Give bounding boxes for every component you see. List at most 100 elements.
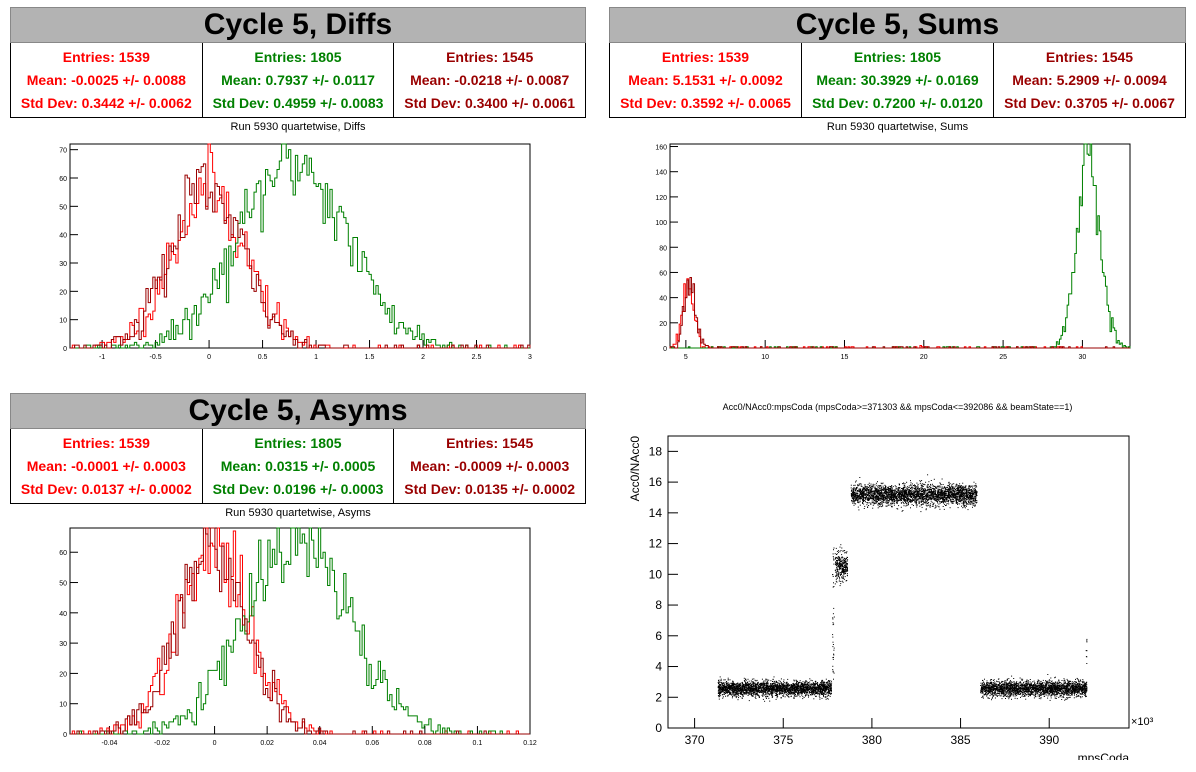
scatter-point — [923, 492, 925, 494]
scatter-point — [879, 503, 881, 505]
scatter-point — [762, 684, 764, 686]
scatter-point — [939, 486, 941, 488]
scatter-point — [772, 692, 774, 694]
scatter-point — [806, 685, 808, 687]
scatter-point — [757, 687, 759, 689]
scatter-point — [839, 562, 841, 563]
scatter-point — [846, 558, 847, 559]
scatter-point — [776, 693, 778, 695]
scatter-point — [752, 685, 754, 687]
scatter-point — [828, 688, 830, 690]
scatter-point — [933, 486, 935, 487]
scatter-point — [970, 497, 972, 499]
scatter-point — [754, 694, 756, 696]
scatter-point — [754, 692, 756, 694]
scatter-point — [814, 688, 816, 690]
scatter-point — [724, 689, 726, 691]
scatter-point — [948, 491, 950, 493]
scatter-point — [744, 692, 745, 694]
scatter-point — [928, 491, 930, 493]
scatter-point — [857, 501, 859, 503]
scatter-point — [967, 509, 969, 511]
scatter-point — [791, 693, 792, 695]
scatter-point — [952, 495, 954, 497]
scatter-point — [911, 485, 913, 487]
scatter-point — [840, 565, 842, 567]
scatter-point — [908, 493, 909, 495]
scatter-point — [817, 691, 819, 693]
scatter-point — [950, 490, 952, 492]
scatter-point — [920, 498, 922, 500]
scatter-point — [729, 688, 730, 690]
scatter-point — [735, 696, 737, 698]
scatter-point — [768, 689, 770, 691]
scatter-point — [895, 486, 897, 488]
scatter-point — [765, 688, 767, 690]
scatter-point — [838, 572, 840, 574]
scatter-point — [904, 492, 905, 494]
scatter-point — [798, 685, 800, 686]
scatter-point — [734, 689, 735, 691]
scatter-point — [842, 577, 843, 579]
scatter-point — [812, 686, 814, 688]
scatter-point — [823, 684, 824, 686]
scatter-point — [811, 694, 813, 695]
scatter-point — [763, 685, 765, 687]
scatter-point — [856, 497, 858, 499]
scatter-point — [959, 491, 961, 493]
scatter-point — [871, 500, 873, 502]
scatter-point — [895, 496, 896, 498]
scatter-point — [840, 565, 842, 567]
y-tick-label: 160 — [655, 145, 667, 152]
scatter-point — [742, 683, 743, 685]
scatter-point — [740, 688, 742, 690]
scatter-point — [891, 506, 893, 508]
scatter-point — [939, 495, 941, 497]
scatter-point — [881, 489, 883, 490]
scatter-point — [828, 691, 830, 693]
scatter-point — [764, 691, 766, 693]
scatter-point — [769, 693, 771, 695]
scatter-point — [973, 500, 975, 502]
y-tick-label: 60 — [59, 176, 67, 183]
scatter-point — [749, 690, 751, 692]
diffs-subtitle: Run 5930 quartetwise, Diffs — [230, 121, 366, 133]
scatter-point — [804, 684, 806, 686]
scatter-point — [889, 489, 891, 491]
scatter-point — [734, 693, 736, 695]
scatter-point — [824, 690, 826, 692]
scatter-point — [883, 492, 885, 494]
scatter-point — [735, 697, 737, 699]
x-tick-label: 0.04 — [313, 740, 327, 747]
scatter-point — [874, 497, 876, 499]
scatter-point — [838, 564, 840, 566]
scatter-point — [822, 683, 824, 685]
scatter-point — [886, 499, 888, 501]
scatter-point — [946, 490, 948, 492]
scatter-point — [823, 693, 825, 695]
scatter-point — [816, 686, 818, 688]
scatter-point — [841, 571, 843, 573]
scatter-point — [954, 497, 955, 499]
scatter-point — [819, 694, 821, 696]
scatter-point — [959, 495, 960, 497]
scatter-point — [908, 490, 910, 492]
scatter-point — [799, 689, 801, 690]
scatter-point — [818, 686, 820, 688]
scatter-point — [823, 689, 825, 691]
scatter-point — [844, 551, 846, 553]
scatter-point — [741, 694, 743, 696]
scatter-point — [853, 488, 854, 490]
plot-frame — [667, 435, 1130, 729]
scatter-point — [798, 690, 800, 692]
scatter-point — [955, 496, 957, 498]
scatter-point — [802, 684, 804, 686]
scatter-point — [835, 578, 837, 580]
scatter-point — [877, 493, 879, 494]
scatter-point — [845, 580, 847, 582]
scatter-point — [946, 489, 948, 491]
scatter-point — [798, 694, 800, 696]
scatter-point — [755, 683, 757, 685]
scatter-point — [900, 500, 902, 501]
scatter-point — [810, 684, 812, 686]
